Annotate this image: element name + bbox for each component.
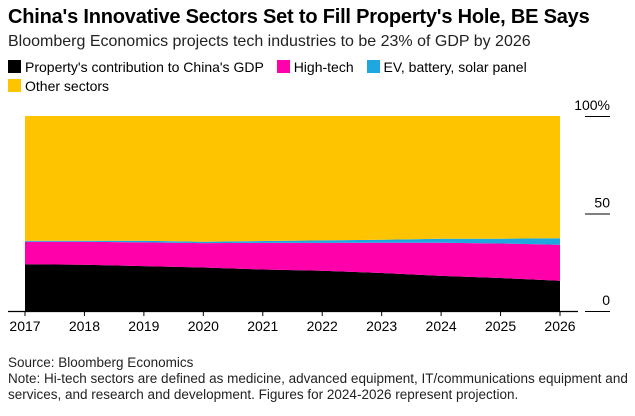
x-tick-label-2026: 2026 <box>544 318 575 334</box>
x-tick-label-2018: 2018 <box>69 318 100 334</box>
x-tick-label-2025: 2025 <box>485 318 516 334</box>
x-tick-label-2017: 2017 <box>9 318 40 334</box>
x-tick-label-2023: 2023 <box>366 318 397 334</box>
y-tick-label-0: 0 <box>602 292 610 308</box>
legend-item-hightech: High-tech <box>276 58 354 77</box>
footer: Source: Bloomberg Economics Note: Hi-tec… <box>8 355 628 403</box>
x-tick-label-2024: 2024 <box>426 318 457 334</box>
y-tick-label-100: 100% <box>574 97 610 113</box>
legend-item-property: Property's contribution to China's GDP <box>8 58 264 77</box>
area-hightech <box>25 241 560 281</box>
legend-swatch-ev <box>366 60 380 73</box>
legend-swatch-hightech <box>276 60 290 73</box>
legend-label-ev: EV, battery, solar panel <box>383 59 527 75</box>
area-property <box>25 264 560 311</box>
x-tick-label-2021: 2021 <box>247 318 278 334</box>
legend-label-hightech: High-tech <box>293 59 354 75</box>
legend-swatch-other <box>8 79 21 92</box>
legend-swatch-property <box>8 60 21 73</box>
note-text: Note: Hi-tech sectors are defined as med… <box>8 371 628 402</box>
area-other <box>25 116 560 242</box>
y-tick-label-50: 50 <box>594 195 610 211</box>
x-tick-label-2020: 2020 <box>188 318 219 334</box>
chart-subtitle: Bloomberg Economics projects tech indust… <box>8 33 531 50</box>
x-tick-label-2019: 2019 <box>128 318 159 334</box>
source-text: Source: Bloomberg Economics <box>8 355 194 370</box>
legend: Property's contribution to China's GDP H… <box>8 58 628 96</box>
legend-item-other: Other sectors <box>8 77 109 96</box>
chart-title: China's Innovative Sectors Set to Fill P… <box>8 6 590 28</box>
area-ev <box>25 238 560 245</box>
legend-item-ev: EV, battery, solar panel <box>366 58 527 77</box>
legend-label-other: Other sectors <box>25 78 110 94</box>
legend-label-property: Property's contribution to China's GDP <box>25 59 264 75</box>
x-tick-label-2022: 2022 <box>307 318 338 334</box>
